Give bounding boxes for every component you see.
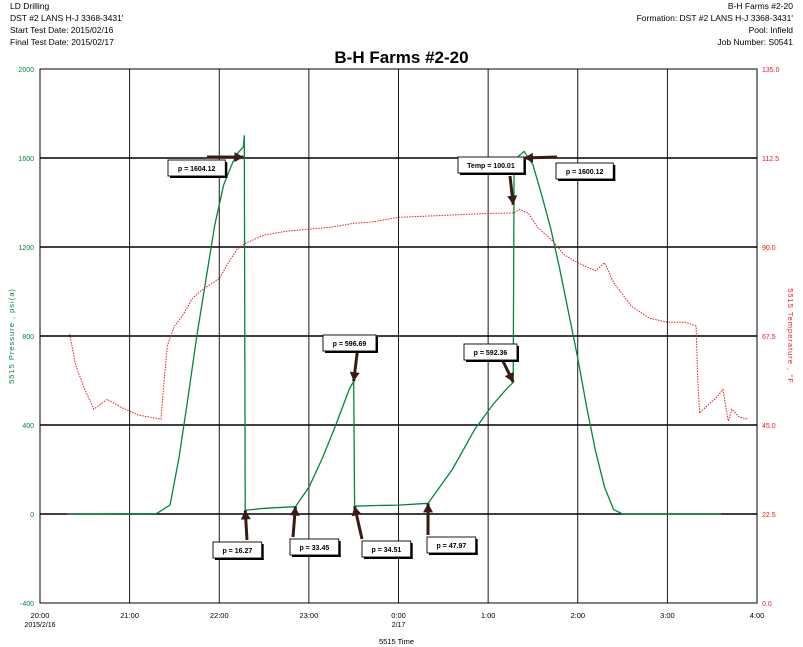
annotation-arrow-head (289, 506, 300, 516)
annotation-arrow-head (423, 503, 434, 513)
y-left-tick-label: 400 (22, 423, 34, 430)
header-start-date: Start Test Date: 2015/02/16 (10, 25, 114, 35)
chart-title: B-H Farms #2-20 (334, 48, 469, 67)
header-right: B-H Farms #2-20 Formation: DST #2 LANS H… (637, 0, 793, 48)
temperature-series-line (69, 208, 749, 422)
header-formation: Formation: DST #2 LANS H-J 3368-3431' (636, 13, 793, 23)
header-job-number: Job Number: S0541 (717, 37, 793, 47)
annotation-arrow-head (349, 371, 360, 382)
annotation-box-shadow (466, 360, 519, 362)
annotation-box-shadow (460, 173, 526, 175)
y-right-tick-label: 67.5 (762, 334, 776, 341)
annotation-label: p = 1600.12 (566, 169, 604, 176)
annotation-label: p = 33.45 (299, 545, 329, 552)
y-left-tick-label: 1600 (18, 156, 34, 163)
annotation-label: p = 596.69 (333, 341, 367, 348)
y-left-tick-label: 1200 (18, 245, 34, 252)
annotation-label: Temp = 100.01 (467, 163, 515, 170)
annotation-box-shadow (558, 179, 616, 181)
y-left-tick-label: 800 (22, 334, 34, 341)
annotation-label: p = 34.51 (371, 547, 401, 554)
annotation-box-shadow (325, 351, 378, 353)
y-left-tick-label: 0 (30, 512, 34, 519)
annotation-box-shadow (292, 555, 341, 557)
y-left-tick-label: -400 (20, 601, 34, 608)
x-tick-label: 1:00 (481, 611, 496, 620)
y-left-axis-label: 5515 Pressure , psi(a) (7, 288, 16, 384)
x-tick-label: 3:00 (660, 611, 675, 620)
annotation-label: p = 1604.12 (178, 166, 216, 173)
x-tick-label: 0:00 (391, 611, 406, 620)
x-tick-label: 4:00 (750, 611, 765, 620)
header-dst: DST #2 LANS H-J 3368-3431' (10, 13, 124, 23)
x-tick-sublabel: 2/17 (392, 622, 406, 629)
y-right-tick-label: 112.5 (762, 156, 779, 163)
header-company: LD Drilling (10, 1, 50, 11)
annotation-arrow-head (351, 506, 362, 517)
x-tick-label: 22:00 (210, 611, 229, 620)
header-left: LD Drilling DST #2 LANS H-J 3368-3431' S… (10, 0, 123, 48)
annotation-label: p = 16.27 (222, 548, 252, 555)
annotation-box-shadow (170, 176, 228, 178)
x-tick-label: 2:00 (570, 611, 585, 620)
y-right-tick-label: 90.0 (762, 245, 776, 252)
header-pool: Pool: Infield (748, 25, 793, 35)
y-left-tick-label: 2000 (18, 67, 34, 74)
annotation-arrow-head (504, 371, 514, 383)
annotation-box-shadow (517, 346, 519, 362)
header-well: B-H Farms #2-20 (727, 1, 793, 11)
annotation-box-shadow (261, 544, 264, 560)
annotation-box-shadow (613, 165, 616, 181)
x-tick-sublabel: 2015/2/16 (24, 622, 55, 629)
x-tick-label: 23:00 (299, 611, 318, 620)
annotation-label: p = 47.97 (436, 543, 466, 550)
y-right-tick-label: 22.5 (762, 512, 776, 519)
annotation-box-shadow (225, 162, 228, 178)
x-tick-label: 20:00 (31, 611, 50, 620)
annotation-box-shadow (475, 539, 478, 555)
x-tick-label: 21:00 (120, 611, 139, 620)
annotation-arrow-head (507, 195, 518, 205)
annotation-box-shadow (523, 159, 526, 175)
annotation-box-shadow (364, 557, 413, 559)
annotation-box-shadow (429, 553, 478, 555)
annotation-arrow-head (234, 152, 244, 163)
y-right-axis-label: 5515 Temperature , °F (786, 288, 795, 384)
header-final-date: Final Test Date: 2015/02/17 (10, 37, 114, 47)
pressure-series-line (66, 135, 722, 515)
annotation-box-shadow (376, 337, 378, 353)
annotation-arrow-head (240, 510, 251, 520)
x-axis-label: 5515 Time (379, 637, 414, 646)
annotation-box-shadow (215, 558, 264, 560)
annotation-box-shadow (338, 541, 341, 557)
annotation-arrow-head (523, 152, 534, 163)
y-right-tick-label: 135.0 (762, 67, 780, 74)
y-right-tick-label: 0.0 (762, 601, 772, 608)
y-right-tick-label: 45.0 (762, 423, 776, 430)
annotation-label: p = 592.36 (474, 350, 508, 357)
annotation-box-shadow (410, 543, 413, 559)
